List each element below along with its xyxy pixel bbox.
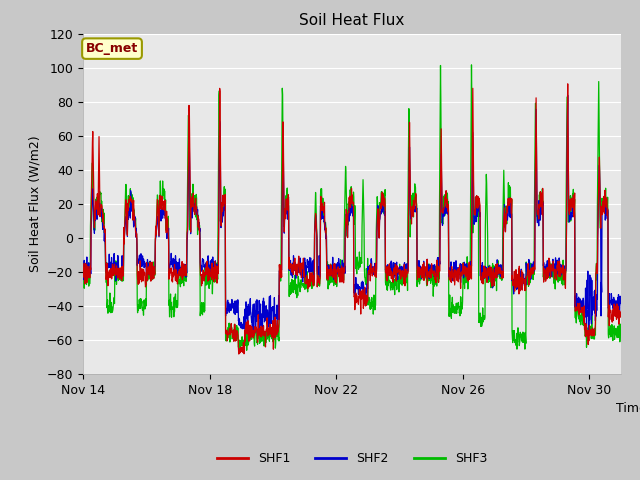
Text: BC_met: BC_met [86, 42, 138, 55]
Legend: SHF1, SHF2, SHF3: SHF1, SHF2, SHF3 [212, 447, 492, 470]
Title: Soil Heat Flux: Soil Heat Flux [300, 13, 404, 28]
Y-axis label: Soil Heat Flux (W/m2): Soil Heat Flux (W/m2) [28, 136, 42, 272]
X-axis label: Time: Time [616, 402, 640, 415]
